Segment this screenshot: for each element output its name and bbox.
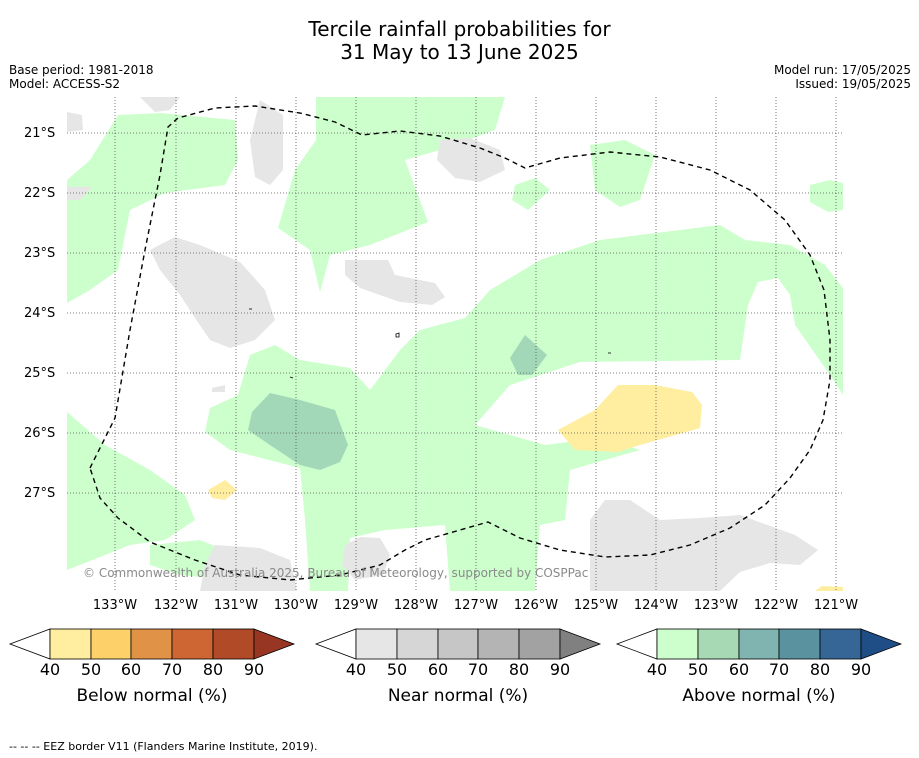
- colorbar-tick: 90: [850, 660, 872, 679]
- title-line-2: 31 May to 13 June 2025: [340, 40, 579, 64]
- meta-left: Base period: 1981-2018 Model: ACCESS-S2: [9, 63, 154, 91]
- colorbar-swatch: [697, 628, 740, 660]
- lat-label: 27°S: [24, 486, 56, 501]
- colorbar-near-normal: [314, 628, 602, 660]
- colorbar-swatch: [738, 628, 780, 660]
- gridlines: [67, 97, 843, 591]
- lon-label: 123°W: [693, 598, 739, 613]
- colorbars: [8, 628, 903, 660]
- lat-label: 25°S: [24, 366, 56, 381]
- colorbar-tick: 40: [39, 660, 61, 679]
- colorbar-tick: 80: [809, 660, 831, 679]
- colorbar-tick: 50: [80, 660, 102, 679]
- colorbar-tick: 50: [386, 660, 408, 679]
- colorbar-swatch: [212, 628, 255, 660]
- colorbar-below-normal: [8, 628, 296, 660]
- lon-label: 131°W: [213, 598, 259, 613]
- lon-label: 125°W: [573, 598, 619, 613]
- colorbar-swatch: [90, 628, 132, 660]
- colorbar-upper-extension: [253, 628, 296, 660]
- colorbar-upper-extension: [860, 628, 903, 660]
- colorbar-title-above-normal: Above normal (%): [682, 686, 836, 706]
- colorbar-swatch: [518, 628, 561, 660]
- colorbar-title-near-normal: Near normal (%): [387, 686, 529, 706]
- lat-label: 26°S: [24, 426, 56, 441]
- colorbar-tick: 80: [202, 660, 224, 679]
- lon-label: 124°W: [633, 598, 679, 613]
- above-normal-50-regions: [248, 335, 547, 470]
- colorbar-tick: 50: [687, 660, 709, 679]
- colorbar-tick: 40: [646, 660, 668, 679]
- lon-label: 133°W: [92, 598, 138, 613]
- colorbar-lower-extension: [8, 628, 51, 660]
- model-run: Model run: 17/05/2025: [773, 63, 911, 77]
- colorbar-swatch: [778, 628, 821, 660]
- issued-date: Issued: 19/05/2025: [795, 77, 911, 91]
- lon-label: 129°W: [333, 598, 379, 613]
- colorbar-swatch: [171, 628, 214, 660]
- map-title: Tercile rainfall probabilities for 31 Ma…: [0, 18, 919, 64]
- colorbar-tick: 90: [243, 660, 265, 679]
- colorbar-tick: 70: [161, 660, 183, 679]
- eez-legend-note: -- -- -- EEZ border V11 (Flanders Marine…: [9, 740, 318, 753]
- colorbar-swatch: [477, 628, 520, 660]
- lon-label: 130°W: [273, 598, 319, 613]
- colorbar-tick: 40: [345, 660, 367, 679]
- colorbar-swatch: [130, 628, 173, 660]
- colorbar-swatch: [437, 628, 479, 660]
- probability-layer: [67, 97, 843, 591]
- lon-label: 122°W: [753, 598, 799, 613]
- colorbar-tick: 70: [467, 660, 489, 679]
- colorbar-lower-extension: [314, 628, 357, 660]
- colorbar-lower-extension: [615, 628, 658, 660]
- base-period: Base period: 1981-2018: [9, 63, 154, 77]
- model-name: Model: ACCESS-S2: [9, 77, 121, 91]
- copyright-note: © Commonwealth of Australia 2025, Bureau…: [83, 566, 589, 580]
- near-normal-40-regions: [67, 97, 818, 591]
- lon-label: 127°W: [453, 598, 499, 613]
- colorbar-above-normal: [615, 628, 903, 660]
- colorbar-tick: 60: [427, 660, 449, 679]
- meta-right: Model run: 17/05/2025 Issued: 19/05/2025: [774, 63, 911, 91]
- lat-label: 22°S: [24, 186, 56, 201]
- colorbar-swatch: [396, 628, 439, 660]
- colorbar-swatch: [656, 628, 699, 660]
- colorbar-tick: 70: [768, 660, 790, 679]
- title-line-1: Tercile rainfall probabilities for: [308, 17, 611, 41]
- colorbar-tick: 60: [728, 660, 750, 679]
- lon-label: 132°W: [153, 598, 199, 613]
- colorbar-title-below-normal: Below normal (%): [76, 686, 228, 706]
- colorbar-tick: 90: [549, 660, 571, 679]
- colorbar-swatch: [819, 628, 862, 660]
- lat-label: 23°S: [24, 246, 56, 261]
- colorbar-swatch: [49, 628, 92, 660]
- lat-label: 24°S: [24, 306, 56, 321]
- lon-label: 121°W: [813, 598, 859, 613]
- eez-border-line: [89, 105, 831, 581]
- colorbar-tick: 80: [508, 660, 530, 679]
- colorbar-swatch: [355, 628, 398, 660]
- colorbar-tick: 60: [120, 660, 142, 679]
- colorbar-upper-extension: [559, 628, 602, 660]
- below-normal-40-regions: [208, 385, 843, 591]
- lon-label: 128°W: [393, 598, 439, 613]
- lat-label: 21°S: [24, 126, 56, 141]
- lon-label: 126°W: [513, 598, 559, 613]
